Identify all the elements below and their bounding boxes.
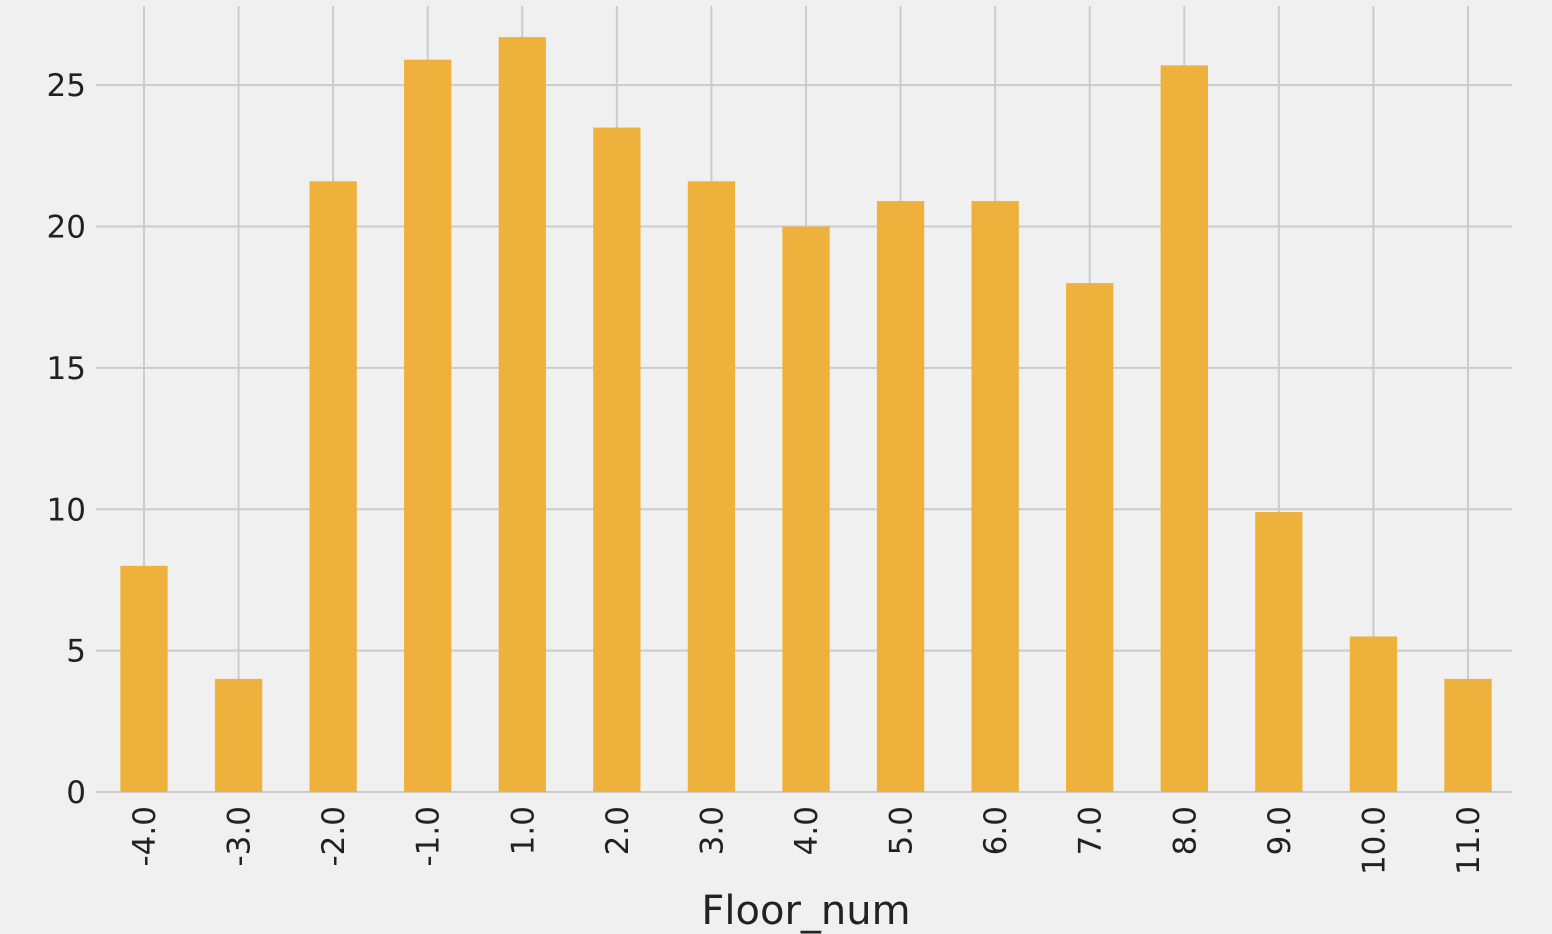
y-tick-label: 0 bbox=[66, 775, 86, 811]
bars bbox=[120, 37, 1492, 793]
x-tick-label: 7.0 bbox=[1073, 806, 1109, 855]
bar bbox=[120, 565, 168, 792]
x-tick-label: -2.0 bbox=[316, 806, 352, 867]
bar bbox=[1255, 512, 1303, 792]
bar bbox=[971, 201, 1019, 793]
x-tick-label: 8.0 bbox=[1167, 806, 1203, 855]
bar bbox=[1349, 636, 1398, 792]
x-tick-labels: -4.0 -3.0 -2.0 -1.0 1.0 2.0 3.0 4.0 5.0 6.0 7.0 8.0… bbox=[127, 806, 1487, 875]
x-tick-label: 5.0 bbox=[884, 806, 920, 855]
x-tick-label: 11.0 bbox=[1451, 806, 1487, 875]
bar bbox=[498, 37, 546, 793]
bar bbox=[309, 181, 357, 792]
bar bbox=[404, 59, 452, 793]
x-tick-label: 1.0 bbox=[505, 806, 541, 855]
x-tick-label: -4.0 bbox=[127, 806, 163, 867]
x-axis-label: Floor_num bbox=[701, 888, 910, 934]
y-tick-label: 20 bbox=[47, 210, 86, 246]
x-tick-label: -3.0 bbox=[222, 806, 258, 867]
bar bbox=[687, 181, 736, 792]
bar bbox=[782, 226, 830, 793]
x-tick-label: 6.0 bbox=[978, 806, 1014, 855]
y-tick-labels: 0 5 10 15 20 25 bbox=[47, 68, 86, 811]
y-tick-label: 25 bbox=[47, 68, 86, 104]
x-tick-label: 2.0 bbox=[600, 806, 636, 855]
x-tick-label: 3.0 bbox=[694, 806, 730, 855]
bar bbox=[876, 201, 925, 793]
y-tick-label: 15 bbox=[47, 351, 86, 387]
bar bbox=[1160, 65, 1208, 793]
bar bbox=[593, 127, 641, 792]
y-tick-label: 5 bbox=[66, 634, 86, 670]
x-tick-label: 9.0 bbox=[1262, 806, 1298, 855]
bar bbox=[1444, 678, 1492, 792]
x-tick-label: 4.0 bbox=[789, 806, 825, 855]
bar bbox=[1066, 283, 1114, 792]
x-tick-label: 10.0 bbox=[1356, 806, 1392, 875]
y-tick-label: 10 bbox=[47, 492, 86, 528]
x-tick-label: -1.0 bbox=[411, 806, 447, 867]
bar bbox=[214, 678, 263, 792]
